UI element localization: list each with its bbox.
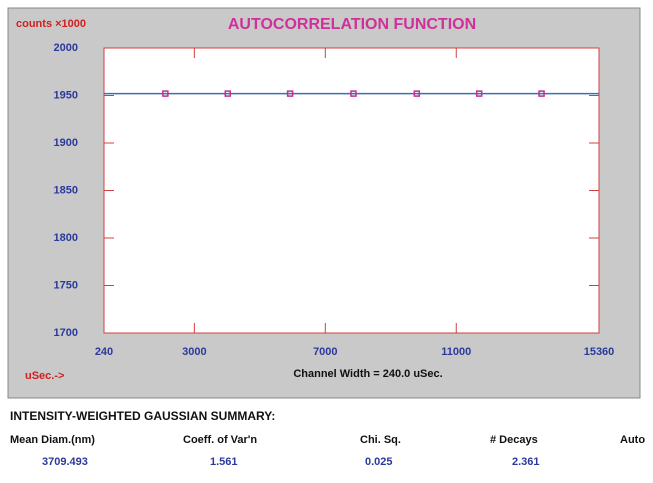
data-marker — [224, 90, 231, 97]
data-marker — [413, 90, 421, 97]
y-unit-label: counts ×1000 — [16, 18, 86, 30]
summary-value: 3709.493 — [42, 456, 88, 468]
summary-header: Mean Diam.(nm) — [10, 434, 95, 446]
summary-value: 0.025 — [365, 456, 393, 468]
x-tick-label: 11000 — [441, 346, 471, 358]
y-tick-label: 1700 — [54, 327, 78, 339]
summary-title: INTENSITY-WEIGHTED GAUSSIAN SUMMARY: — [10, 409, 275, 423]
data-marker — [538, 90, 545, 97]
summary-value: 1.561 — [210, 456, 238, 468]
data-marker — [162, 90, 169, 97]
x-tick-label: 7000 — [313, 346, 337, 358]
summary-header: # Decays — [490, 434, 538, 446]
x-unit-label: uSec.-> — [25, 370, 64, 382]
data-marker — [286, 90, 294, 97]
y-tick-label: 1750 — [54, 279, 78, 291]
x-tick-label: 240 — [95, 346, 113, 358]
y-tick-label: 1800 — [54, 232, 78, 244]
chart-title: AUTOCORRELATION FUNCTION — [228, 16, 476, 33]
x-tick-label: 15360 — [584, 346, 615, 358]
y-tick-label: 1900 — [54, 137, 78, 149]
summary-header: Auto — [620, 434, 645, 446]
summary-header: Chi. Sq. — [360, 434, 401, 446]
y-tick-label: 2000 — [54, 42, 78, 54]
data-marker — [475, 90, 483, 97]
y-tick-label: 1850 — [54, 184, 78, 196]
y-tick-label: 1950 — [54, 89, 78, 101]
annotation: Channel Width = 240.0 uSec. — [293, 368, 442, 380]
summary-value: 2.361 — [512, 456, 540, 468]
x-tick-label: 3000 — [182, 346, 206, 358]
data-marker — [350, 90, 357, 97]
summary-header: Coeff. of Var'n — [183, 434, 257, 446]
